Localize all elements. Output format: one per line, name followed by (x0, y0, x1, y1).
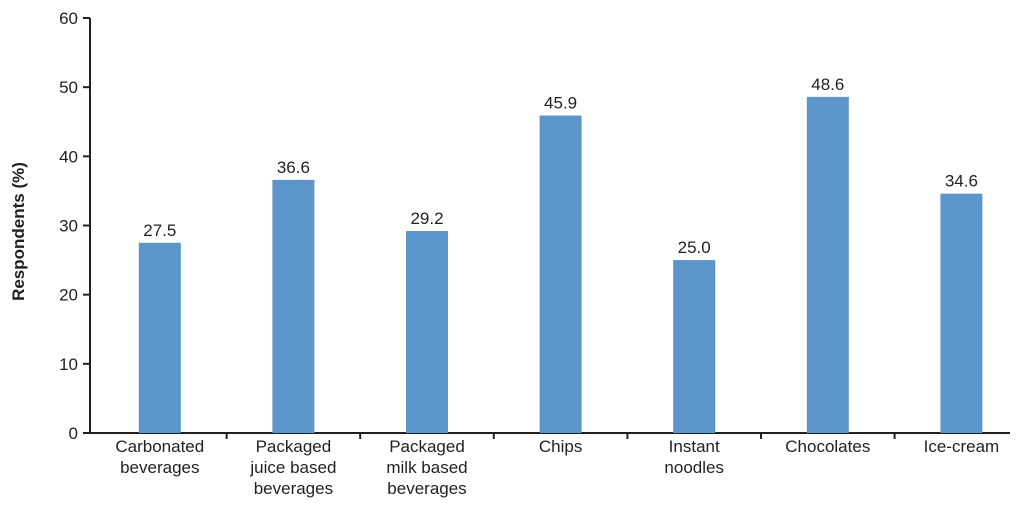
y-tick-label: 10 (59, 355, 78, 374)
data-label: 34.6 (945, 172, 978, 191)
y-tick-label: 50 (59, 78, 78, 97)
y-tick-label: 30 (59, 217, 78, 236)
y-tick-label: 0 (69, 424, 78, 443)
category-label: Chocolates (785, 437, 870, 456)
bar (673, 260, 716, 433)
data-label: 25.0 (678, 238, 711, 257)
data-label: 45.9 (544, 94, 577, 113)
y-tick-label: 60 (59, 9, 78, 28)
bar (272, 179, 315, 433)
category-label: Chips (539, 437, 582, 456)
x-axis: Carbonated beverages Packaged juice based be… (89, 432, 1010, 498)
data-label: 36.6 (277, 158, 310, 177)
data-label: 48.6 (811, 75, 844, 94)
data-label: 29.2 (410, 209, 443, 228)
y-axis: 0 10 20 30 40 50 60 (59, 9, 91, 443)
bar (940, 193, 983, 433)
category-label: Instant noodles (664, 437, 724, 477)
category-label: Carbonated beverages (115, 437, 204, 477)
bar (138, 242, 181, 433)
bars: 27.5 36.6 29.2 45.9 25.0 48.6 34.6 (138, 75, 983, 434)
bar (406, 231, 448, 433)
y-axis-title: Respondents (%) (9, 162, 28, 301)
category-label: Packaged milk based beverages (386, 437, 467, 498)
y-tick-label: 20 (59, 286, 78, 305)
y-tick-label: 40 (59, 147, 78, 166)
bar (806, 96, 849, 433)
data-label: 27.5 (143, 221, 176, 240)
category-label: Ice-cream (924, 437, 1000, 456)
category-label: Packaged juice based beverages (249, 437, 336, 498)
bar (539, 115, 582, 434)
